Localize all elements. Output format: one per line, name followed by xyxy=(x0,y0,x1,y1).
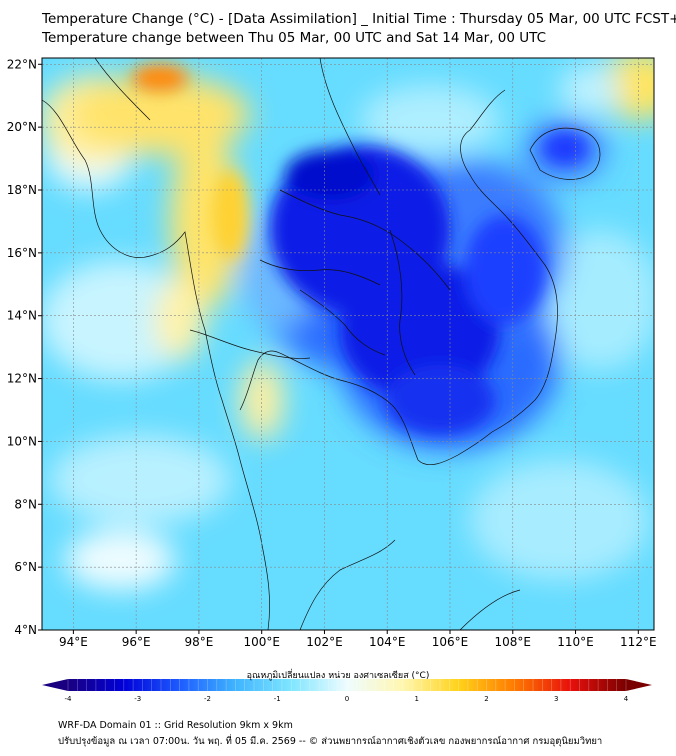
x-tick-label: 102°E xyxy=(306,635,343,649)
colorbar-title: อุณหภูมิเปลี่ยนแปลง หน่วย องศาเซลเซียส (… xyxy=(246,671,430,681)
y-axis: 22°N 20°N 18°N 16°N 14°N 12°N 10°N 8°N 6°N 4°N xyxy=(7,57,42,637)
colorbar-max-arrow xyxy=(626,679,652,691)
map-frame xyxy=(41,57,655,631)
footer-credit: ปรับปรุงข้อมูล ณ เวลา 07:00น. วัน พฤ. ที… xyxy=(58,736,603,747)
colorbar-tick-label: 0 xyxy=(345,695,349,703)
colorbar-tick-label: 2 xyxy=(484,695,488,703)
y-tick-label: 8°N xyxy=(14,497,37,511)
y-tick-label: 12°N xyxy=(7,372,37,386)
temperature-field xyxy=(42,58,654,630)
colorbar-tick-label: -1 xyxy=(274,695,281,703)
colorbar-bar xyxy=(68,679,626,691)
x-tick-label: 104°E xyxy=(369,635,406,649)
x-tick-label: 96°E xyxy=(122,635,151,649)
x-tick-label: 106°E xyxy=(432,635,469,649)
colorbar: -4 -3 -2 -1 0 1 2 3 4 xyxy=(42,679,652,703)
footer-model-info: WRF-DA Domain 01 :: Grid Resolution 9km … xyxy=(58,720,293,731)
y-tick-label: 10°N xyxy=(7,434,37,448)
x-tick-label: 112°E xyxy=(620,635,657,649)
chart-subtitle: Temperature change between Thu 05 Mar, 0… xyxy=(42,30,547,46)
x-tick-label: 94°E xyxy=(59,635,88,649)
x-tick-label: 100°E xyxy=(243,635,280,649)
colorbar-min-arrow xyxy=(42,679,68,691)
colorbar-tick-label: 3 xyxy=(554,695,558,703)
colorbar-tick-label: -3 xyxy=(134,695,141,703)
x-tick-label: 98°E xyxy=(184,635,213,649)
x-axis: 94°E 96°E 98°E 100°E 102°E 104°E 106°E 108°E 110… xyxy=(59,630,657,649)
y-tick-label: 4°N xyxy=(14,623,37,637)
colorbar-tick-label: -2 xyxy=(204,695,211,703)
y-tick-label: 16°N xyxy=(7,246,37,260)
x-tick-label: 108°E xyxy=(495,635,532,649)
y-tick-label: 22°N xyxy=(7,57,37,71)
colorbar-tick-label: 1 xyxy=(415,695,419,703)
colorbar-tick-label: -4 xyxy=(65,695,73,703)
y-tick-label: 6°N xyxy=(14,560,37,574)
x-tick-label: 110°E xyxy=(557,635,594,649)
chart-title: Temperature Change (°C) - [Data Assimila… xyxy=(42,11,676,27)
y-tick-label: 18°N xyxy=(7,183,37,197)
y-tick-label: 14°N xyxy=(7,309,37,323)
colorbar-tick-label: 4 xyxy=(624,695,629,703)
coastlines-and-borders xyxy=(42,58,601,630)
y-tick-label: 20°N xyxy=(7,120,37,134)
